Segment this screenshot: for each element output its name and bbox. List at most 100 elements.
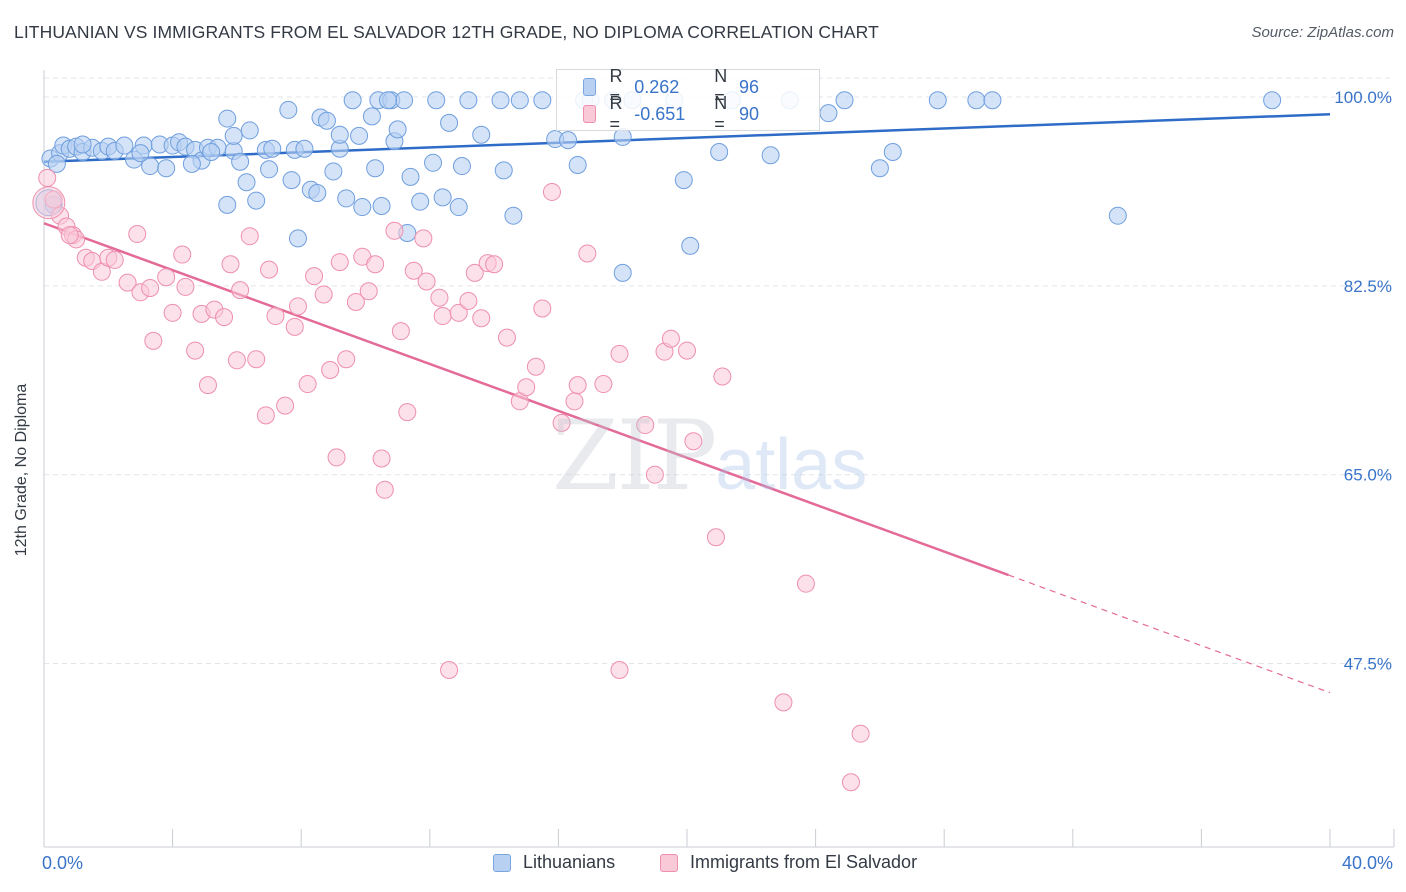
point-el-salvador <box>417 272 436 291</box>
point-lithuanian <box>504 206 523 225</box>
chart-title: LITHUANIAN VS IMMIGRANTS FROM EL SALVADO… <box>14 22 879 42</box>
point-el-salvador <box>314 285 333 304</box>
series-lithuanians <box>35 91 1282 282</box>
point-lithuanian <box>231 152 250 171</box>
point-el-salvador <box>645 465 664 484</box>
point-el-salvador <box>713 367 732 386</box>
point-el-salvador <box>851 724 870 743</box>
point-el-salvador <box>285 317 304 336</box>
legend-swatch-blue <box>583 78 596 96</box>
point-el-salvador <box>256 406 275 425</box>
point-el-salvador <box>276 396 295 415</box>
legend-r-label: R = <box>609 66 623 107</box>
point-el-salvador <box>227 351 246 370</box>
point-el-salvador <box>298 375 317 394</box>
point-lithuanian <box>247 191 266 210</box>
point-el-salvador <box>472 309 491 328</box>
point-el-salvador <box>157 268 176 287</box>
point-lithuanian <box>395 91 414 110</box>
legend-n-label: N = <box>714 93 728 134</box>
point-el-salvador <box>330 253 349 272</box>
point-el-salvador <box>346 293 365 312</box>
point-lithuanian <box>928 91 947 110</box>
point-lithuanian <box>472 125 491 144</box>
point-el-salvador-large <box>32 186 66 220</box>
legend-label-lithuanians: Lithuanians <box>523 852 616 872</box>
point-el-salvador <box>684 432 703 451</box>
point-el-salvador <box>440 661 459 680</box>
point-el-salvador <box>198 376 217 395</box>
point-lithuanian <box>1263 91 1282 110</box>
legend-swatch-pink <box>660 853 678 872</box>
point-lithuanian <box>870 159 889 178</box>
point-lithuanian <box>279 100 298 119</box>
point-el-salvador <box>359 282 378 301</box>
point-lithuanian <box>983 91 1002 110</box>
point-el-salvador <box>266 307 285 326</box>
point-lithuanian <box>47 154 66 173</box>
point-el-salvador <box>337 350 356 369</box>
point-lithuanian <box>157 159 176 178</box>
point-lithuanian <box>452 157 471 176</box>
point-lithuanian <box>182 154 201 173</box>
stats-legend: R = 0.262 N = 96 R = -0.651 N = 90 <box>556 66 820 134</box>
legend-r-value: 0.262 <box>634 76 680 97</box>
point-el-salvador <box>231 281 250 300</box>
point-lithuanian <box>449 198 468 217</box>
point-el-salvador <box>240 227 259 246</box>
point-lithuanian <box>224 126 243 145</box>
point-el-salvador <box>796 574 815 593</box>
point-el-salvador <box>465 263 484 282</box>
point-lithuanian <box>295 139 314 158</box>
point-lithuanian <box>440 113 459 132</box>
point-el-salvador <box>372 449 391 468</box>
point-el-salvador <box>173 245 192 264</box>
point-lithuanian <box>263 139 282 158</box>
point-lithuanian <box>491 91 510 110</box>
point-lithuanian <box>218 195 237 214</box>
point-lithuanian <box>613 263 632 282</box>
point-el-salvador <box>141 278 160 297</box>
point-el-salvador <box>610 344 629 363</box>
legend-item-lithuanians[interactable]: Lithuanians <box>493 852 615 873</box>
legend-n-value: 90 <box>738 103 760 124</box>
point-el-salvador <box>38 168 57 187</box>
point-el-salvador <box>385 221 404 240</box>
point-el-salvador <box>186 341 205 360</box>
x-tick-label-max: 40.0% <box>1341 853 1393 873</box>
series-el-salvador <box>32 168 870 792</box>
point-lithuanian <box>1108 206 1127 225</box>
point-lithuanian <box>288 229 307 248</box>
point-lithuanian <box>388 120 407 139</box>
y-tick-label: 47.5% <box>1344 655 1392 674</box>
point-el-salvador <box>375 480 394 499</box>
legend-r-label: R = <box>609 93 623 134</box>
point-lithuanian <box>131 144 150 163</box>
point-lithuanian <box>282 171 301 190</box>
point-el-salvador <box>552 413 571 432</box>
point-el-salvador <box>321 361 340 380</box>
point-el-salvador <box>398 403 417 422</box>
point-el-salvador <box>60 226 79 245</box>
point-lithuanian <box>510 91 529 110</box>
point-lithuanian <box>379 91 398 110</box>
legend-item-el-salvador[interactable]: Immigrants from El Salvador <box>660 852 917 873</box>
point-el-salvador <box>391 322 410 341</box>
point-el-salvador <box>678 341 696 360</box>
point-lithuanian <box>366 159 385 178</box>
series-legend: Lithuanians Immigrants from El Salvador <box>0 852 1406 876</box>
point-el-salvador <box>533 299 552 318</box>
point-el-salvador <box>176 277 195 296</box>
point-lithuanian <box>427 91 446 110</box>
legend-label-el-salvador: Immigrants from El Salvador <box>690 852 918 872</box>
point-el-salvador <box>774 693 793 712</box>
point-lithuanian <box>411 192 430 211</box>
source-label: Source: ZipAtlas.com <box>1251 24 1394 41</box>
point-el-salvador <box>215 308 234 327</box>
point-el-salvador <box>288 297 307 316</box>
point-lithuanian <box>324 162 343 181</box>
y-tick-label: 100.0% <box>1334 88 1392 107</box>
legend-r-value: -0.651 <box>634 103 686 124</box>
point-el-salvador <box>414 229 433 248</box>
point-el-salvador <box>485 255 504 274</box>
